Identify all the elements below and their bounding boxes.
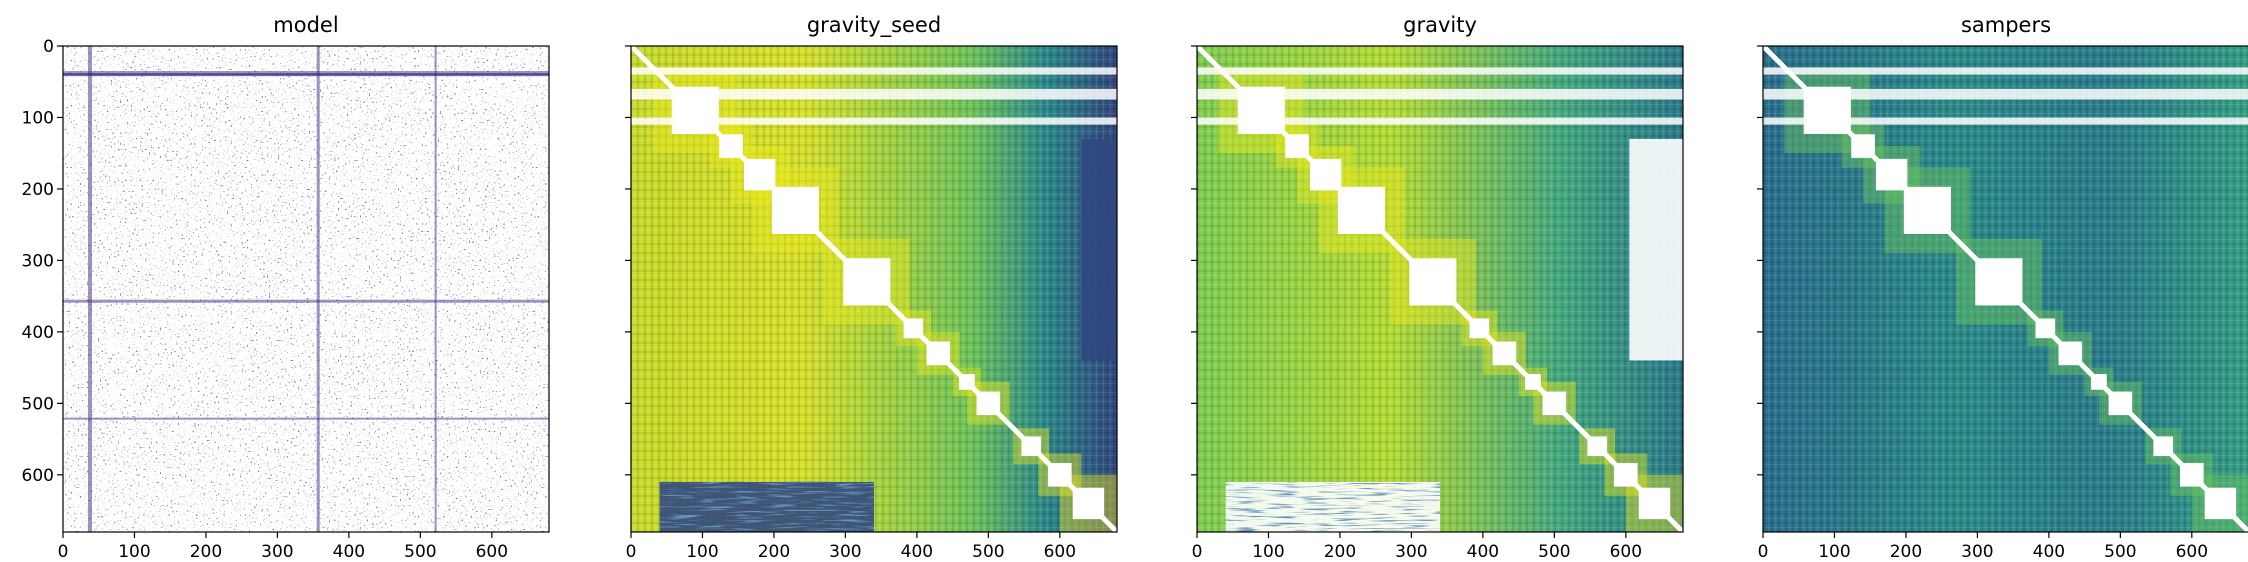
x-tick-label: 600 — [1610, 542, 1642, 562]
x-tick-label: 300 — [1961, 542, 1993, 562]
white-band — [1763, 67, 2248, 75]
y-tick-label: 200 — [22, 180, 54, 200]
chart-title: gravity — [1403, 13, 1477, 37]
white-band — [631, 117, 1117, 125]
x-tick-label: 300 — [261, 542, 293, 562]
diagonal — [1763, 46, 2248, 532]
panel-2: gravity_seed 0 100 200 300 400 500 600 — [625, 13, 1118, 562]
x-tick-label: 300 — [829, 542, 861, 562]
heatmap-image — [1197, 46, 1683, 532]
white-band — [631, 67, 1117, 75]
x-tick-label: 100 — [686, 542, 718, 562]
white-band — [1197, 117, 1683, 125]
white-band — [1763, 88, 2248, 100]
outlier-speckle — [1225, 481, 1440, 532]
y-tick-label: 400 — [22, 323, 54, 343]
chart-title: gravity_seed — [807, 13, 941, 38]
axes-frame — [1196, 45, 1684, 533]
x-tick-label: 100 — [118, 542, 150, 562]
panel-4: sampers 0 100 200 300 400 500 600 — [1757, 13, 2248, 562]
x-tick-label: 600 — [2176, 542, 2208, 562]
panel-1: model 0 100 200 300 400 500 600 0 100 200 300 400 500… — [22, 13, 550, 562]
x-tick-label: 400 — [2033, 542, 2065, 562]
x-tick-label: 500 — [972, 542, 1004, 562]
outlier-speckle — [659, 481, 874, 532]
x-tick-label: 0 — [58, 542, 69, 562]
x-tick-label: 500 — [1538, 542, 1570, 562]
x-tick-label: 600 — [476, 542, 508, 562]
chart-title: sampers — [1961, 13, 2051, 37]
x-tick-label: 200 — [1890, 542, 1922, 562]
x-tick-label: 0 — [1192, 542, 1203, 562]
heatmap-image — [63, 46, 549, 532]
x-tick-label: 100 — [1252, 542, 1284, 562]
heatmap-image — [1763, 46, 2248, 532]
y-tick-label: 0 — [43, 37, 54, 57]
panel-3: gravity 0 100 200 300 400 500 600 — [1191, 13, 1684, 562]
axes-frame — [62, 45, 550, 533]
white-band — [1197, 67, 1683, 75]
heatmap-image — [631, 46, 1117, 532]
y-tick-label: 600 — [22, 466, 54, 486]
axes-frame — [630, 45, 1118, 533]
axes-frame — [1762, 45, 2248, 533]
x-tick-label: 200 — [758, 542, 790, 562]
diagonal — [631, 46, 1117, 532]
x-tick-label: 400 — [1467, 542, 1499, 562]
outlier-column — [1629, 138, 1683, 361]
x-tick-label: 400 — [901, 542, 933, 562]
x-tick-label: 500 — [404, 542, 436, 562]
outlier-column — [1081, 138, 1117, 361]
x-tick-label: 0 — [1758, 542, 1769, 562]
white-band — [1763, 117, 2248, 125]
x-tick-label: 400 — [333, 542, 365, 562]
x-tick-label: 300 — [1395, 542, 1427, 562]
dense-row — [63, 417, 549, 420]
sparse-cells — [63, 46, 549, 532]
x-tick-label: 500 — [2104, 542, 2136, 562]
y-tick-label: 300 — [22, 251, 54, 271]
dense-column — [88, 46, 93, 532]
dense-column — [434, 46, 437, 532]
x-tick-label: 100 — [1818, 542, 1850, 562]
y-tick-label: 100 — [22, 108, 54, 128]
dense-row — [63, 299, 549, 303]
diagonal — [1197, 46, 1683, 532]
y-tick-label: 500 — [22, 394, 54, 414]
dense-row — [63, 71, 549, 76]
x-tick-label: 200 — [1324, 542, 1356, 562]
x-tick-label: 0 — [626, 542, 637, 562]
chart-title: model — [273, 13, 338, 37]
dense-column — [316, 46, 320, 532]
white-band — [631, 88, 1117, 100]
x-tick-label: 600 — [1044, 542, 1076, 562]
x-tick-label: 200 — [190, 542, 222, 562]
dense-row — [63, 73, 549, 77]
white-band — [1197, 88, 1683, 100]
